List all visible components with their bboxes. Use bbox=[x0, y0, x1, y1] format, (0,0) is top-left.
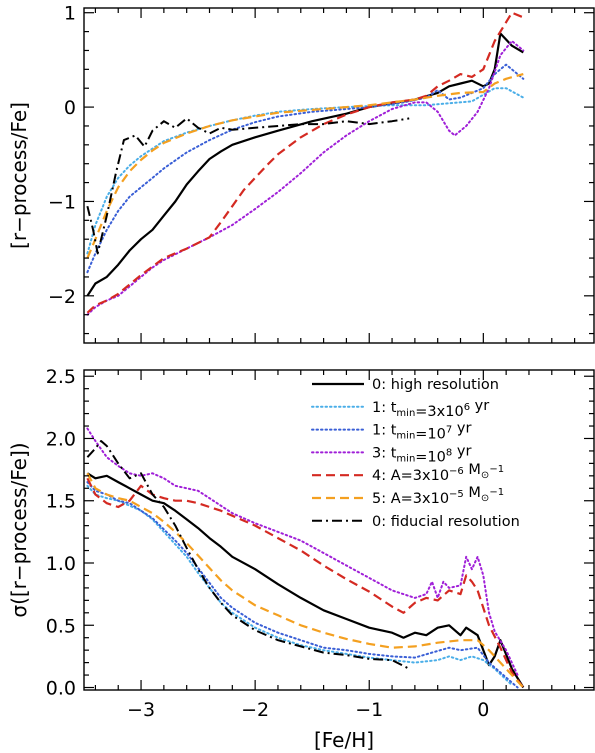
legend-label-s5: 5: A=3x10−5 M⊙−1 bbox=[372, 485, 504, 507]
series-line-s3 bbox=[86, 40, 525, 316]
y-tick-label: 2.5 bbox=[46, 366, 76, 388]
legend-label-s1: 1: tmin=3x106 yr bbox=[372, 398, 489, 420]
series-line-s0 bbox=[86, 472, 525, 689]
plot-frame bbox=[83, 7, 595, 344]
y-tick-label: 2.0 bbox=[46, 428, 76, 450]
x-tick-label: −3 bbox=[127, 699, 155, 721]
legend-label-s6: 0: fiducial resolution bbox=[372, 514, 520, 530]
legend-label-s2: 1: tmin=107 yr bbox=[372, 421, 471, 443]
series-line-s1 bbox=[86, 87, 525, 255]
bottom-panel: −3 −2 −1 0 0.0 0.5 1.0 1.5 2.0 2.5 σ([r−process/Fe… bbox=[7, 366, 595, 752]
series-line-s5 bbox=[86, 472, 525, 689]
y-tick-label: −1 bbox=[48, 191, 76, 213]
y-tick-label: 1 bbox=[64, 3, 76, 25]
legend: 0: high resolution 1: tmin=3x106 yr1: tmi… bbox=[311, 377, 520, 530]
x-tick-label: −2 bbox=[241, 699, 269, 721]
series-line-s6 bbox=[86, 440, 410, 670]
legend-label-s3: 3: tmin=108 yr bbox=[372, 443, 471, 465]
series-line-s2 bbox=[86, 63, 525, 274]
y-axis-label: σ([r−process/Fe]) bbox=[7, 442, 31, 617]
y-tick-label: 0.5 bbox=[46, 615, 76, 637]
y-tick-label: −2 bbox=[48, 286, 76, 308]
series-line-s0 bbox=[86, 32, 524, 297]
y-tick-label: 1.0 bbox=[46, 553, 76, 575]
series-line-s6 bbox=[86, 117, 410, 255]
series-line-s3 bbox=[86, 427, 519, 677]
y-tick-label: 0 bbox=[64, 97, 76, 119]
x-tick-label: 0 bbox=[477, 699, 489, 721]
y-tick-label: 1.5 bbox=[46, 491, 76, 513]
legend-label-s0: 0: high resolution bbox=[372, 377, 499, 393]
series-line-s4 bbox=[86, 477, 525, 689]
top-panel: −2 −1 0 1 [r−process/Fe] bbox=[7, 3, 595, 344]
legend-label-s4: 4: A=3x10−6 M⊙−1 bbox=[372, 462, 504, 484]
y-axis-label: [r−process/Fe] bbox=[7, 102, 31, 249]
series-line-s4 bbox=[86, 11, 524, 314]
y-tick-label: 0.0 bbox=[46, 678, 76, 700]
plot-frame bbox=[83, 369, 595, 691]
series-line-s2 bbox=[86, 481, 519, 689]
x-axis-label: [Fe/H] bbox=[314, 728, 374, 752]
x-tick-label: −1 bbox=[355, 699, 383, 721]
